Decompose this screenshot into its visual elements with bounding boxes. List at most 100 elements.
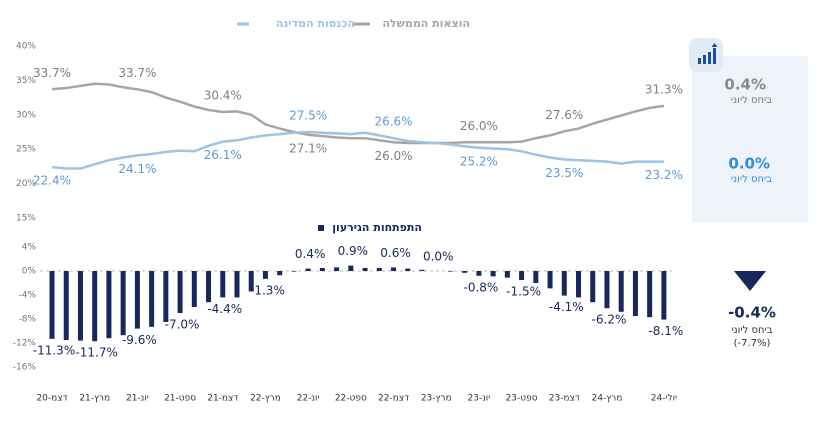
y-tick-label: -16% (13, 363, 37, 373)
bar (77, 271, 83, 341)
data-label: -9.6% (122, 333, 157, 347)
x-tick-label: ספט-23 (506, 394, 538, 404)
bar (632, 271, 638, 316)
x-tick-label: יונ-23 (468, 394, 491, 404)
y-tick-label: 0% (22, 267, 37, 277)
x-tick-label: יונ-22 (297, 394, 320, 404)
y-tick-label: 25% (16, 145, 36, 155)
bar (661, 271, 667, 320)
data-label: -11.3% (33, 343, 75, 357)
bar (206, 271, 212, 303)
y-tick-label: 35% (16, 76, 36, 86)
bar (561, 271, 567, 296)
data-label: 31.3% (645, 82, 683, 96)
bar (220, 271, 226, 298)
bar (576, 271, 582, 298)
bar (405, 268, 411, 271)
line (51, 82, 665, 145)
bar (362, 268, 368, 271)
data-label: 23.2% (645, 168, 683, 182)
bar (120, 271, 126, 336)
data-label: 24.1% (118, 162, 156, 176)
y-tick-label: -8% (18, 315, 36, 325)
data-label: -1.3% (250, 283, 285, 297)
x-tick-label: דצמ-22 (378, 394, 409, 404)
bar (391, 267, 397, 271)
data-label: -6.2% (592, 313, 627, 327)
bar (92, 271, 98, 342)
bar (376, 268, 382, 271)
bar (106, 271, 112, 339)
bar (462, 271, 468, 273)
data-label: -11.7% (75, 346, 117, 360)
bar (191, 271, 197, 307)
data-label: 27.6% (545, 108, 583, 122)
x-tick-label: ספט-21 (164, 394, 196, 404)
bar (63, 271, 69, 340)
bar (262, 271, 268, 279)
data-label: 26.0% (460, 119, 498, 133)
bar (163, 271, 169, 322)
x-tick-label: דצמ-21 (207, 394, 238, 404)
data-label: 0.0% (423, 250, 454, 264)
data-label: 26.0% (374, 149, 412, 163)
data-label: 26.1% (204, 148, 242, 162)
bar (604, 271, 610, 309)
expense-note: ביחס ליוני (731, 95, 772, 106)
bar (533, 271, 539, 283)
x-tick-label: ספט-22 (335, 394, 367, 404)
bar (234, 271, 240, 298)
y-tick-label: 15% (16, 214, 36, 224)
x-tick-label: מרץ-24 (592, 394, 623, 404)
y-tick-label: 20% (16, 179, 36, 189)
bar (590, 271, 596, 303)
data-label: 27.1% (289, 141, 327, 155)
data-label: 26.6% (374, 115, 412, 129)
bar (134, 271, 140, 329)
bar (291, 271, 297, 272)
bar (49, 271, 55, 339)
deficit-change: -0.4% (728, 304, 776, 322)
bar (647, 271, 653, 318)
bar (547, 271, 553, 289)
data-label: 0.6% (380, 246, 411, 260)
bar (149, 271, 155, 327)
x-tick-label: יולי-24 (651, 394, 677, 404)
bar (519, 271, 525, 280)
data-label: 27.5% (289, 109, 327, 123)
bar (334, 267, 340, 271)
data-label: -0.8% (463, 280, 498, 294)
data-label: 22.4% (33, 174, 71, 188)
data-label: -7.0% (165, 318, 200, 332)
y-tick-label: 30% (16, 110, 36, 120)
bar (490, 271, 496, 277)
x-tick-label: מרץ-23 (421, 394, 452, 404)
icon (689, 38, 723, 72)
y-tick-label: 4% (22, 243, 37, 253)
legend-label: הכנסות המדינה (276, 17, 355, 30)
data-label: 0.4% (295, 247, 326, 261)
x-tick-label: דצמ-23 (549, 394, 580, 404)
deficit-note: ביחס ליוני (731, 325, 772, 336)
y-tick-label: -12% (13, 339, 37, 349)
x-tick-label: דצמ-20 (36, 394, 67, 404)
bar (277, 271, 283, 276)
deficit-level: (-7.7%) (734, 338, 771, 349)
expense-change: 0.4% (724, 76, 766, 94)
down-arrow (734, 271, 766, 291)
data-label: -4.4% (207, 302, 242, 316)
data-label: -8.1% (648, 324, 683, 338)
x-tick-label: מרץ-22 (250, 394, 281, 404)
y-tick-label: 40% (16, 42, 36, 52)
bar (419, 269, 425, 271)
data-label: 33.7% (33, 66, 71, 80)
bar (248, 271, 254, 292)
data-label: 30.4% (204, 89, 242, 103)
x-tick-label: יונ-21 (126, 394, 149, 404)
bar (618, 271, 624, 312)
data-label: 0.9% (338, 244, 369, 258)
legend-label: הוצאות הממשלה (382, 17, 470, 30)
x-tick-label: מרץ-21 (79, 394, 110, 404)
revenue-change: 0.0% (728, 155, 770, 173)
